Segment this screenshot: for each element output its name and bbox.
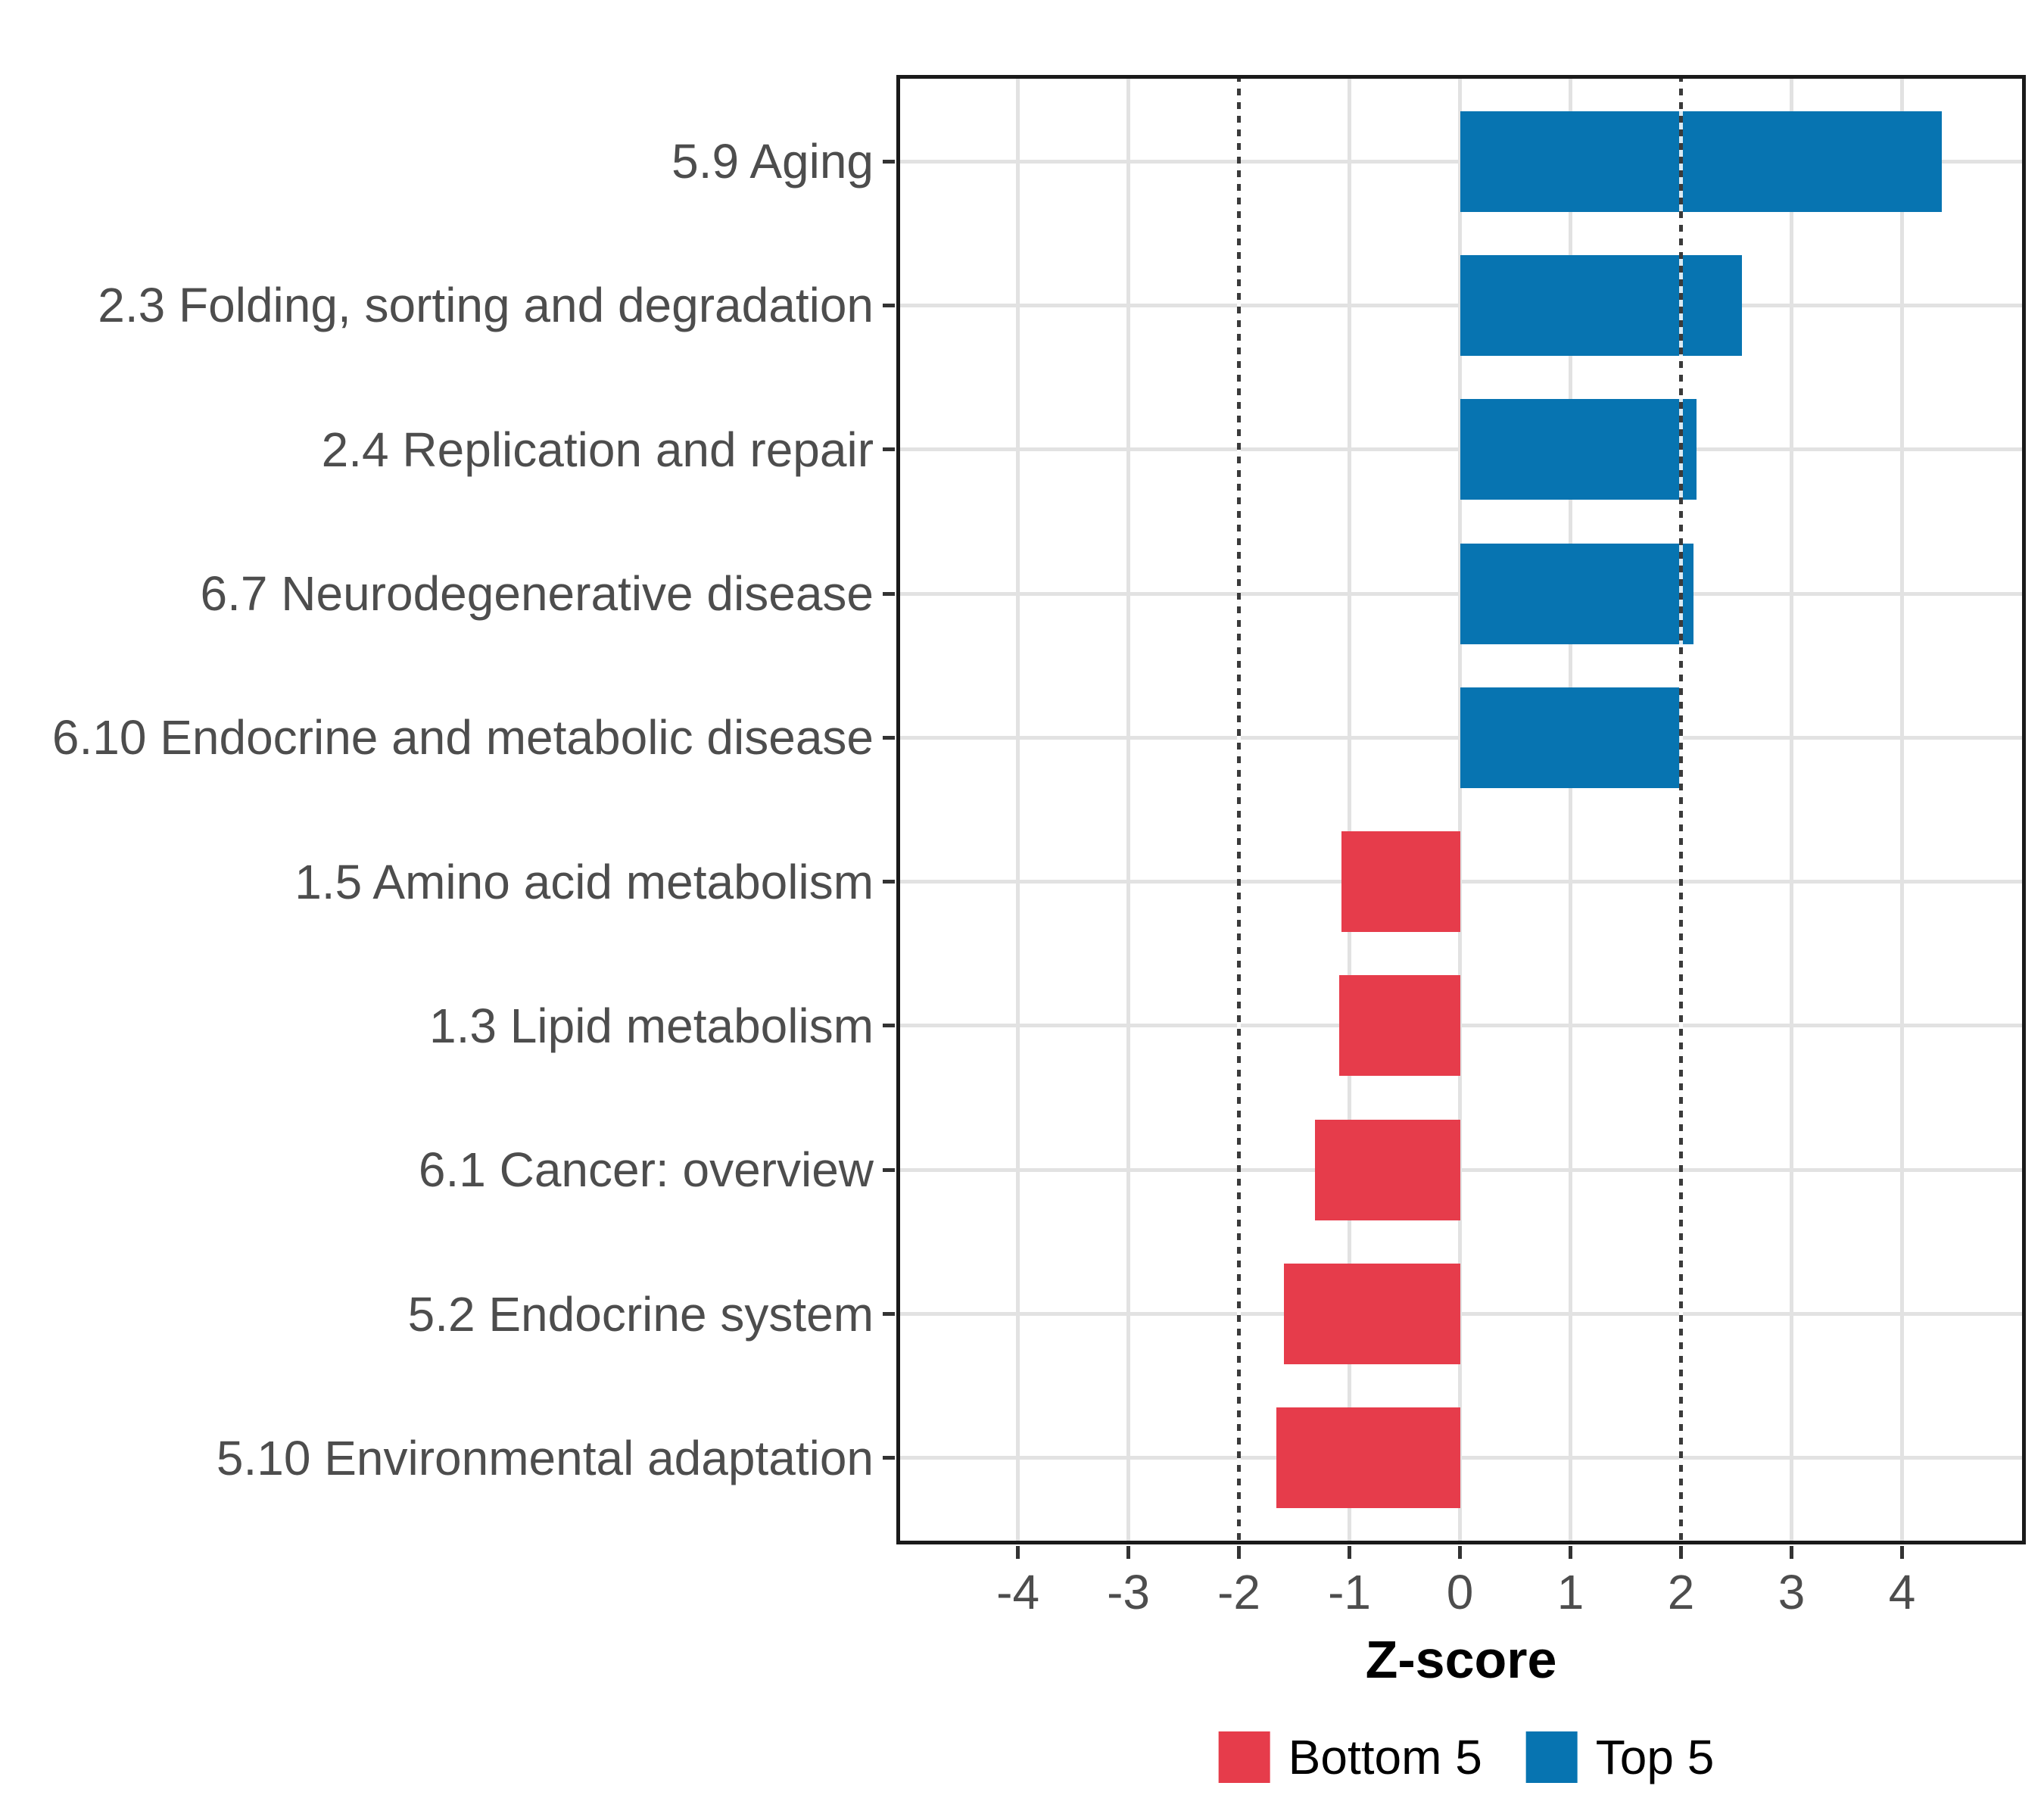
legend: Bottom 5 Top 5 (1218, 1729, 1759, 1785)
y-tick-mark (883, 1456, 895, 1460)
x-gridline (1458, 75, 1463, 1544)
y-axis-label: 6.10 Endocrine and metabolic disease (51, 710, 874, 765)
y-axis-label: 6.1 Cancer: overview (418, 1142, 874, 1198)
bar-top5 (1460, 399, 1697, 500)
y-tick-mark (883, 1312, 895, 1317)
y-gridline (896, 1456, 2026, 1460)
x-tick-label: 3 (1778, 1565, 1806, 1619)
bar-bottom5 (1284, 1264, 1460, 1365)
x-gridline (1348, 75, 1352, 1544)
x-tick-mark (1458, 1546, 1463, 1559)
y-axis-label: 1.5 Amino acid metabolism (294, 854, 874, 909)
y-tick-mark (883, 880, 895, 884)
bar-bottom5 (1315, 1119, 1460, 1220)
legend-item: Top 5 (1525, 1729, 1715, 1785)
x-tick-label: -1 (1328, 1565, 1371, 1619)
x-tick-label: 0 (1446, 1565, 1474, 1619)
x-tick-label: -2 (1217, 1565, 1261, 1619)
y-axis-label: 6.7 Neurodegenerative disease (200, 566, 874, 622)
legend-key-swatch (1525, 1731, 1578, 1783)
bar-bottom5 (1339, 975, 1460, 1077)
x-tick-mark (1679, 1546, 1684, 1559)
bar-top5 (1460, 687, 1681, 788)
y-axis-label: 1.3 Lipid metabolism (429, 998, 874, 1053)
bar-top5 (1460, 543, 1693, 644)
y-axis-label: 5.9 Aging (671, 134, 874, 189)
x-gridline (1790, 75, 1793, 1544)
plot-panel-border (896, 75, 2026, 1544)
y-gridline (896, 1312, 2026, 1317)
reference-line (1237, 75, 1242, 1544)
bar-bottom5 (1276, 1407, 1460, 1509)
reference-line (1679, 75, 1684, 1544)
x-tick-mark (1237, 1546, 1242, 1559)
x-gridline (1899, 75, 1904, 1544)
x-tick-mark (1126, 1546, 1131, 1559)
bar-bottom5 (1341, 831, 1460, 933)
x-gridline (1016, 75, 1020, 1544)
x-tick-label: 4 (1888, 1565, 1916, 1619)
x-tick-mark (1899, 1546, 1904, 1559)
x-tick-mark (1569, 1546, 1573, 1559)
y-axis-label: 5.10 Environmental adaptation (216, 1430, 874, 1485)
x-tick-mark (1016, 1546, 1020, 1559)
y-tick-mark (883, 591, 895, 596)
x-tick-label: 1 (1556, 1565, 1584, 1619)
y-axis-label: 2.3 Folding, sorting and degradation (98, 278, 874, 333)
y-tick-mark (883, 735, 895, 740)
x-axis-title: Z-score (1365, 1630, 1557, 1689)
y-tick-mark (883, 303, 895, 307)
x-gridline (1126, 75, 1131, 1544)
y-gridline (896, 880, 2026, 884)
x-tick-label: -3 (1107, 1565, 1151, 1619)
legend-item: Bottom 5 (1218, 1729, 1482, 1785)
bar-top5 (1460, 254, 1742, 356)
y-gridline (896, 1167, 2026, 1172)
legend-key-swatch (1218, 1731, 1270, 1783)
x-tick-label: -4 (996, 1565, 1040, 1619)
x-tick-label: 2 (1667, 1565, 1695, 1619)
y-gridline (896, 1024, 2026, 1028)
y-tick-mark (883, 159, 895, 164)
y-axis-label: 5.2 Endocrine system (407, 1286, 874, 1342)
y-axis-label: 2.4 Replication and repair (321, 422, 874, 477)
y-tick-mark (883, 1024, 895, 1028)
x-tick-mark (1790, 1546, 1793, 1559)
legend-label: Top 5 (1595, 1730, 1715, 1784)
x-gridline (1569, 75, 1573, 1544)
x-tick-mark (1348, 1546, 1352, 1559)
y-tick-mark (883, 1167, 895, 1172)
y-tick-mark (883, 447, 895, 452)
legend-label: Bottom 5 (1288, 1730, 1482, 1784)
bar-top5 (1460, 111, 1943, 212)
